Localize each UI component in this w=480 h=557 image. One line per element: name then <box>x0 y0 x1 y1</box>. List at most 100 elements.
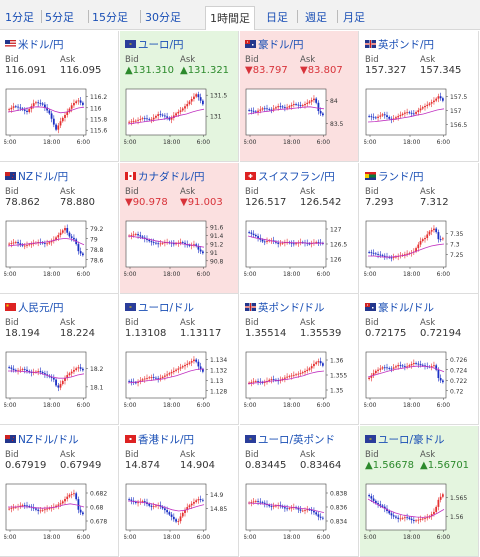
currency-chart-card[interactable]: 英ポンド/円 Bid Ask 157.327 157.345 157.5 157 156.5 6… <box>360 31 479 162</box>
candlestick-chart[interactable]: 116.2 116 115.8 115.6 6:00 18:00 6:00 <box>4 85 112 147</box>
tab-timeframe-6[interactable]: 週足 <box>305 11 327 24</box>
x-tick-label: 18:00 <box>403 271 420 278</box>
candle <box>19 242 22 244</box>
x-tick-label: 6:00 <box>124 534 137 541</box>
candle <box>68 373 71 376</box>
bid-value: ▼90.978 <box>125 196 168 208</box>
currency-pair-link[interactable]: 英ポンド/円 <box>365 37 434 52</box>
tab-timeframe-4[interactable]: 1時間足 <box>205 6 255 30</box>
candle <box>70 235 73 238</box>
candlestick-chart[interactable]: 18.2 18.1 6:00 18:00 6:00 <box>4 348 112 410</box>
candle <box>310 366 313 369</box>
currency-pair-link[interactable]: 人民元/円 <box>5 300 64 315</box>
currency-chart-card[interactable]: カナダドル/円 Bid Ask ▼90.978 ▼91.003 91.6 91.4 91.2 9… <box>120 162 239 294</box>
candle <box>399 114 402 117</box>
candle <box>39 371 42 373</box>
candlestick-chart[interactable]: 14.9 14.85 6:00 18:00 6:00 <box>124 480 232 542</box>
x-tick-label: 6:00 <box>197 271 211 278</box>
candle <box>390 368 393 370</box>
candlestick-chart[interactable]: 91.6 91.491.291 90.8 6:00 18:00 6:00 <box>124 217 232 279</box>
candlestick-chart[interactable]: 127 126.5 126 6:00 18:00 6:00 <box>244 217 352 279</box>
tab-timeframe-1[interactable]: 5分足 <box>45 11 74 24</box>
currency-pair-link[interactable]: ユーロ/豪ドル <box>365 432 445 447</box>
candle <box>163 241 166 243</box>
currency-chart-card[interactable]: ユーロ/ドル Bid Ask 1.13108 1.13117 1.134 1.132 1.13… <box>120 294 239 425</box>
candlestick-chart[interactable]: 79.2 79 78.8 78.6 6:00 18:00 6:00 <box>4 217 112 279</box>
candlestick-chart[interactable]: 1.565 1.56 6:00 18:00 6:00 <box>364 480 472 542</box>
candle <box>130 234 133 236</box>
candlestick-chart[interactable]: 0.726 0.724 0.722 0.72 6:00 18:00 6:00 <box>364 348 472 410</box>
candle <box>268 504 271 506</box>
candlestick-chart[interactable]: 157.5 157 156.5 6:00 18:00 6:00 <box>364 85 472 147</box>
currency-pair-link[interactable]: スイスフラン/円 <box>245 169 335 184</box>
candle <box>170 372 173 374</box>
candle <box>417 110 420 113</box>
tab-timeframe-5[interactable]: 日足 <box>266 11 288 24</box>
candlestick-chart[interactable]: 7.35 7.3 7.25 6:00 18:00 6:00 <box>364 217 472 279</box>
tab-timeframe-0[interactable]: 1分足 <box>5 11 34 24</box>
candle <box>79 509 82 512</box>
currency-chart-card[interactable]: ユーロ/豪ドル Bid Ask ▲1.56678 ▲1.56701 1.565 1.56 6:… <box>360 425 479 557</box>
candle <box>392 367 395 369</box>
currency-chart-card[interactable]: 米ドル/円 Bid Ask 116.091 116.095 116.2 116 115.8 11… <box>0 31 119 162</box>
currency-chart-card[interactable]: ユーロ/円 Bid Ask ▲131.310 ▲131.321 131.5 131 6:00 1… <box>120 31 239 162</box>
tab-timeframe-7[interactable]: 月足 <box>343 11 365 24</box>
candlestick-chart[interactable]: 0.682 0.68 0.678 6:00 18:00 6:00 <box>4 480 112 542</box>
candle <box>139 234 142 236</box>
tab-timeframe-2[interactable]: 15分足 <box>92 11 128 24</box>
currency-chart-card[interactable]: 豪ドル/円 Bid Ask ▼83.797 ▼83.807 84 83.5 6:00 18:00… <box>240 31 359 162</box>
candle <box>437 369 440 379</box>
candlestick-chart[interactable]: 84 83.5 6:00 18:00 6:00 <box>244 85 352 147</box>
currency-pair-link[interactable]: ユーロ/英ポンド <box>245 432 335 447</box>
candle <box>257 235 259 238</box>
candlestick-chart[interactable]: 1.36 1.355 1.35 6:00 18:00 6:00 <box>244 348 352 410</box>
currency-chart-card[interactable]: 香港ドル/円 Bid Ask 14.874 14.904 14.9 14.85 6:00 18:… <box>120 425 239 557</box>
currency-chart-card[interactable]: NZドル/円 Bid Ask 78.862 78.880 79.2 79 78.8 78.6 6:… <box>0 162 119 294</box>
currency-pair-link[interactable]: 英ポンド/ドル <box>245 300 325 315</box>
candle <box>426 233 429 238</box>
candle <box>64 498 66 501</box>
ask-label: Ask <box>60 186 76 197</box>
currency-pair-link[interactable]: NZドル/円 <box>5 169 68 184</box>
candlestick-chart[interactable]: 1.134 1.132 1.13 1.128 6:00 18:00 6:00 <box>124 348 232 410</box>
currency-pair-link[interactable]: カナダドル/円 <box>125 169 205 184</box>
bid-label: Bid <box>245 318 259 328</box>
candlestick-chart[interactable]: 131.5 131 6:00 18:00 6:00 <box>124 85 232 147</box>
currency-chart-card[interactable]: スイスフラン/円 Bid Ask 126.517 126.542 127 126.5 126 6… <box>240 162 359 294</box>
candle <box>159 242 162 244</box>
y-tick-label: 0.678 <box>90 518 107 525</box>
currency-pair-name: ユーロ/ドル <box>138 302 195 314</box>
currency-pair-link[interactable]: 香港ドル/円 <box>125 432 194 447</box>
candle <box>383 506 386 509</box>
tab-timeframe-3[interactable]: 30分足 <box>145 11 181 24</box>
candle <box>143 118 146 120</box>
currency-pair-link[interactable]: ユーロ/円 <box>125 37 184 52</box>
bid-value: 157.327 <box>365 65 407 76</box>
currency-pair-link[interactable]: ランド/円 <box>365 169 424 184</box>
currency-pair-link[interactable]: NZドル/ドル <box>5 432 79 447</box>
currency-chart-card[interactable]: ユーロ/英ポンド Bid Ask 0.83445 0.83464 0.838 0.836 0.… <box>240 425 359 557</box>
x-tick-label: 6:00 <box>437 271 451 278</box>
x-tick-label: 6:00 <box>317 139 331 146</box>
currency-chart-card[interactable]: 人民元/円 Bid Ask 18.194 18.224 18.2 18.1 6:00 18:00… <box>0 294 119 425</box>
currency-chart-card[interactable]: ランド/円 Bid Ask 7.293 7.312 7.35 7.3 7.25 6:00 18:0… <box>360 162 479 294</box>
candlestick-chart[interactable]: 0.838 0.836 0.834 6:00 18:00 6:00 <box>244 480 352 542</box>
candle <box>159 377 162 379</box>
currency-chart-card[interactable]: 英ポンド/ドル Bid Ask 1.35514 1.35539 1.36 1.355 1.35… <box>240 294 359 425</box>
candle <box>297 373 300 375</box>
candle <box>259 501 262 502</box>
ask-label: Ask <box>60 55 76 65</box>
candle <box>292 104 295 106</box>
currency-pair-link[interactable]: 米ドル/円 <box>5 37 64 52</box>
ask-value: 0.83464 <box>300 459 342 471</box>
candle <box>430 229 433 232</box>
candle <box>159 114 162 115</box>
candle <box>426 104 429 106</box>
candle <box>397 116 400 118</box>
candle <box>150 377 153 378</box>
currency-pair-link[interactable]: ユーロ/ドル <box>125 300 194 315</box>
currency-chart-card[interactable]: 豪ドル/ドル Bid Ask 0.72175 0.72194 0.726 0.724 0.72… <box>360 294 479 425</box>
currency-pair-link[interactable]: 豪ドル/円 <box>245 37 304 52</box>
currency-pair-link[interactable]: 豪ドル/ドル <box>365 300 434 315</box>
currency-chart-card[interactable]: NZドル/ドル Bid Ask 0.67919 0.67949 0.682 0.68 0.67… <box>0 425 119 557</box>
